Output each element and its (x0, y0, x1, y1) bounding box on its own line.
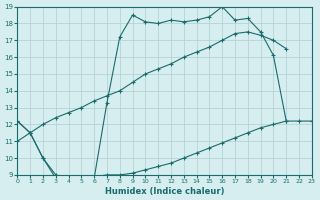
X-axis label: Humidex (Indice chaleur): Humidex (Indice chaleur) (105, 187, 224, 196)
